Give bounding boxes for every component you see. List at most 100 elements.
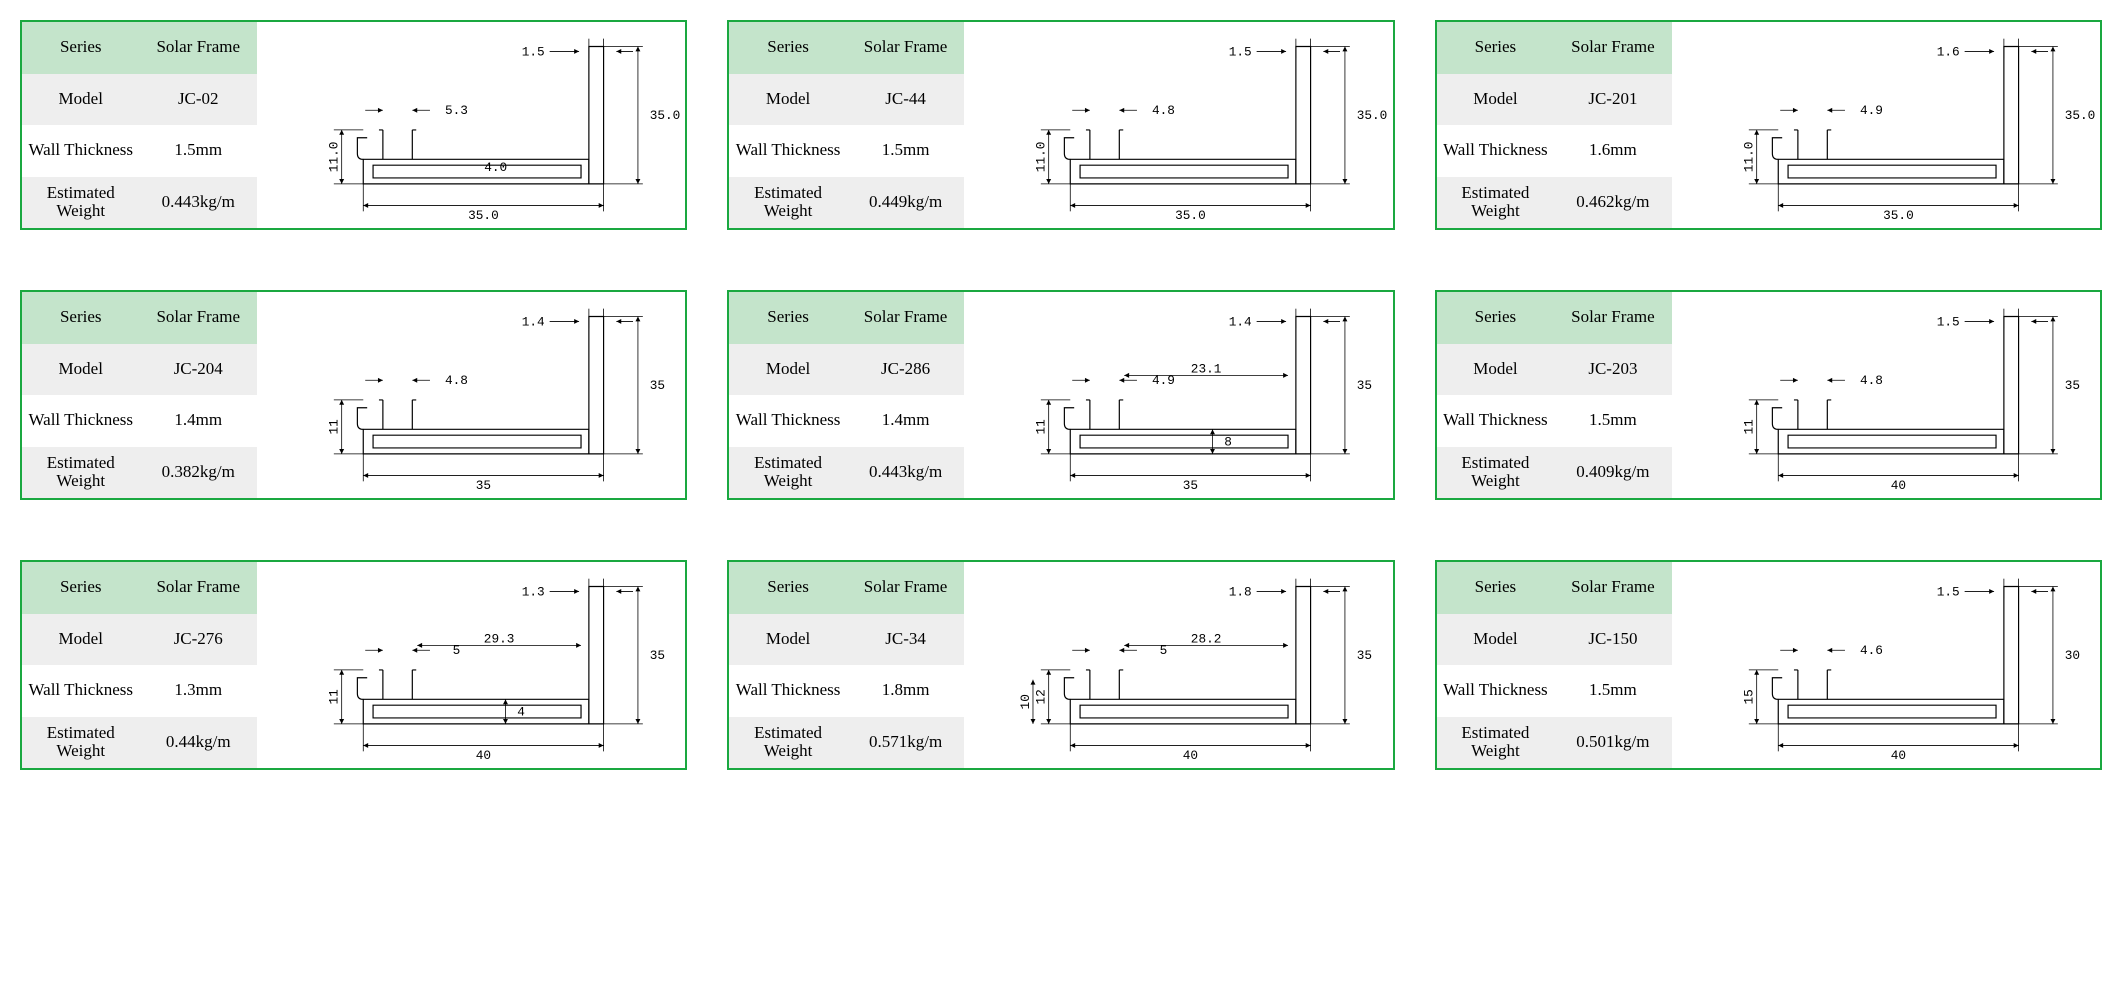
spec-label: Estimated Weight xyxy=(22,177,140,229)
svg-text:35: 35 xyxy=(1357,378,1372,393)
spec-value: Solar Frame xyxy=(847,292,965,344)
spec-row-series: SeriesSolar Frame xyxy=(729,292,964,344)
svg-text:35: 35 xyxy=(2064,378,2079,393)
spec-value: Solar Frame xyxy=(1554,562,1672,614)
spec-value: Solar Frame xyxy=(847,562,965,614)
svg-text:1.3: 1.3 xyxy=(522,584,545,599)
spec-row-model: ModelJC-286 xyxy=(729,344,964,396)
spec-row-estimated-weight: Estimated Weight0.443kg/m xyxy=(729,447,964,499)
spec-value: 1.5mm xyxy=(1554,665,1672,717)
technical-drawing: 35 40 11 1.3 5 29.3 4 xyxy=(257,562,685,768)
spec-table: SeriesSolar FrameModelJC-201Wall Thickne… xyxy=(1437,22,1672,228)
spec-table: SeriesSolar FrameModelJC-150Wall Thickne… xyxy=(1437,562,1672,768)
spec-row-wall-thickness: Wall Thickness1.5mm xyxy=(729,125,964,177)
svg-text:1.6: 1.6 xyxy=(1936,44,1959,59)
spec-label: Series xyxy=(729,292,847,344)
spec-value: 0.443kg/m xyxy=(140,177,258,229)
profile-diagram: 35 35 11 1.4 4.8 xyxy=(257,292,685,498)
product-grid: SeriesSolar FrameModelJC-02Wall Thicknes… xyxy=(20,20,2102,770)
spec-label: Wall Thickness xyxy=(22,665,140,717)
profile-diagram: 35.0 35.0 11.0 1.6 4.9 xyxy=(1672,22,2100,228)
technical-drawing: 35.0 35.0 11.0 1.5 5.3 4.0 xyxy=(257,22,685,228)
spec-value: JC-203 xyxy=(1554,344,1672,396)
svg-text:1.8: 1.8 xyxy=(1229,584,1252,599)
spec-row-wall-thickness: Wall Thickness1.4mm xyxy=(22,395,257,447)
spec-table: SeriesSolar FrameModelJC-286Wall Thickne… xyxy=(729,292,964,498)
spec-row-model: ModelJC-276 xyxy=(22,614,257,666)
svg-text:30: 30 xyxy=(2064,648,2079,663)
spec-label: Model xyxy=(22,74,140,126)
spec-value: 0.409kg/m xyxy=(1554,447,1672,499)
spec-value: JC-201 xyxy=(1554,74,1672,126)
technical-drawing: 35 35 11 1.4 4.8 xyxy=(257,292,685,498)
spec-label: Estimated Weight xyxy=(729,447,847,499)
spec-value: JC-34 xyxy=(847,614,965,666)
svg-text:4.8: 4.8 xyxy=(1860,373,1883,388)
spec-value: JC-44 xyxy=(847,74,965,126)
profile-diagram: 30 40 15 1.5 4.6 xyxy=(1672,562,2100,768)
svg-text:40: 40 xyxy=(1890,748,1905,763)
svg-text:15: 15 xyxy=(1741,689,1756,704)
spec-value: 1.4mm xyxy=(847,395,965,447)
spec-table: SeriesSolar FrameModelJC-276Wall Thickne… xyxy=(22,562,257,768)
svg-text:35.0: 35.0 xyxy=(1175,208,1206,223)
profile-diagram: 35 35 11 1.4 4.9 23.1 8 xyxy=(964,292,1392,498)
spec-value: Solar Frame xyxy=(140,22,258,74)
technical-drawing: 35 40 11 1.5 4.8 xyxy=(1672,292,2100,498)
spec-label: Model xyxy=(1437,344,1555,396)
spec-row-wall-thickness: Wall Thickness1.5mm xyxy=(1437,665,1672,717)
spec-row-series: SeriesSolar Frame xyxy=(729,562,964,614)
svg-text:11: 11 xyxy=(1034,419,1049,435)
spec-label: Model xyxy=(729,614,847,666)
technical-drawing: 35.0 35.0 11.0 1.6 4.9 xyxy=(1672,22,2100,228)
spec-row-series: SeriesSolar Frame xyxy=(22,562,257,614)
spec-label: Wall Thickness xyxy=(22,125,140,177)
spec-label: Estimated Weight xyxy=(22,447,140,499)
spec-value: 1.3mm xyxy=(140,665,258,717)
spec-row-model: ModelJC-201 xyxy=(1437,74,1672,126)
spec-value: 1.4mm xyxy=(140,395,258,447)
spec-label: Wall Thickness xyxy=(1437,125,1555,177)
svg-text:28.2: 28.2 xyxy=(1191,631,1222,646)
spec-label: Series xyxy=(729,22,847,74)
spec-label: Series xyxy=(729,562,847,614)
spec-label: Series xyxy=(1437,22,1555,74)
spec-label: Wall Thickness xyxy=(729,665,847,717)
svg-text:23.1: 23.1 xyxy=(1191,361,1222,376)
svg-text:1.5: 1.5 xyxy=(1229,44,1252,59)
spec-value: 1.5mm xyxy=(847,125,965,177)
spec-row-estimated-weight: Estimated Weight0.462kg/m xyxy=(1437,177,1672,229)
spec-value: 0.449kg/m xyxy=(847,177,965,229)
spec-value: Solar Frame xyxy=(1554,292,1672,344)
spec-value: 1.6mm xyxy=(1554,125,1672,177)
svg-text:35.0: 35.0 xyxy=(1883,208,1914,223)
spec-table: SeriesSolar FrameModelJC-44Wall Thicknes… xyxy=(729,22,964,228)
svg-text:1.4: 1.4 xyxy=(1229,314,1252,329)
spec-row-series: SeriesSolar Frame xyxy=(22,22,257,74)
spec-label: Estimated Weight xyxy=(1437,447,1555,499)
svg-text:1.5: 1.5 xyxy=(522,44,545,59)
spec-value: 0.443kg/m xyxy=(847,447,965,499)
spec-label: Model xyxy=(22,344,140,396)
spec-label: Estimated Weight xyxy=(1437,177,1555,229)
spec-row-model: ModelJC-204 xyxy=(22,344,257,396)
svg-text:10: 10 xyxy=(1018,694,1033,709)
spec-table: SeriesSolar FrameModelJC-204Wall Thickne… xyxy=(22,292,257,498)
spec-value: 1.8mm xyxy=(847,665,965,717)
product-card: SeriesSolar FrameModelJC-276Wall Thickne… xyxy=(20,560,687,770)
svg-text:35: 35 xyxy=(650,648,665,663)
spec-row-estimated-weight: Estimated Weight0.571kg/m xyxy=(729,717,964,769)
svg-text:1.5: 1.5 xyxy=(1936,584,1959,599)
svg-text:8: 8 xyxy=(1225,435,1233,450)
product-card: SeriesSolar FrameModelJC-204Wall Thickne… xyxy=(20,290,687,500)
svg-text:35: 35 xyxy=(1357,648,1372,663)
profile-diagram: 35 40 11 1.5 4.8 xyxy=(1672,292,2100,498)
spec-row-wall-thickness: Wall Thickness1.5mm xyxy=(22,125,257,177)
spec-value: JC-204 xyxy=(140,344,258,396)
svg-text:29.3: 29.3 xyxy=(484,631,515,646)
spec-value: 0.571kg/m xyxy=(847,717,965,769)
product-card: SeriesSolar FrameModelJC-286Wall Thickne… xyxy=(727,290,1394,500)
spec-label: Model xyxy=(1437,614,1555,666)
svg-text:5.3: 5.3 xyxy=(445,103,468,118)
spec-value: Solar Frame xyxy=(140,292,258,344)
